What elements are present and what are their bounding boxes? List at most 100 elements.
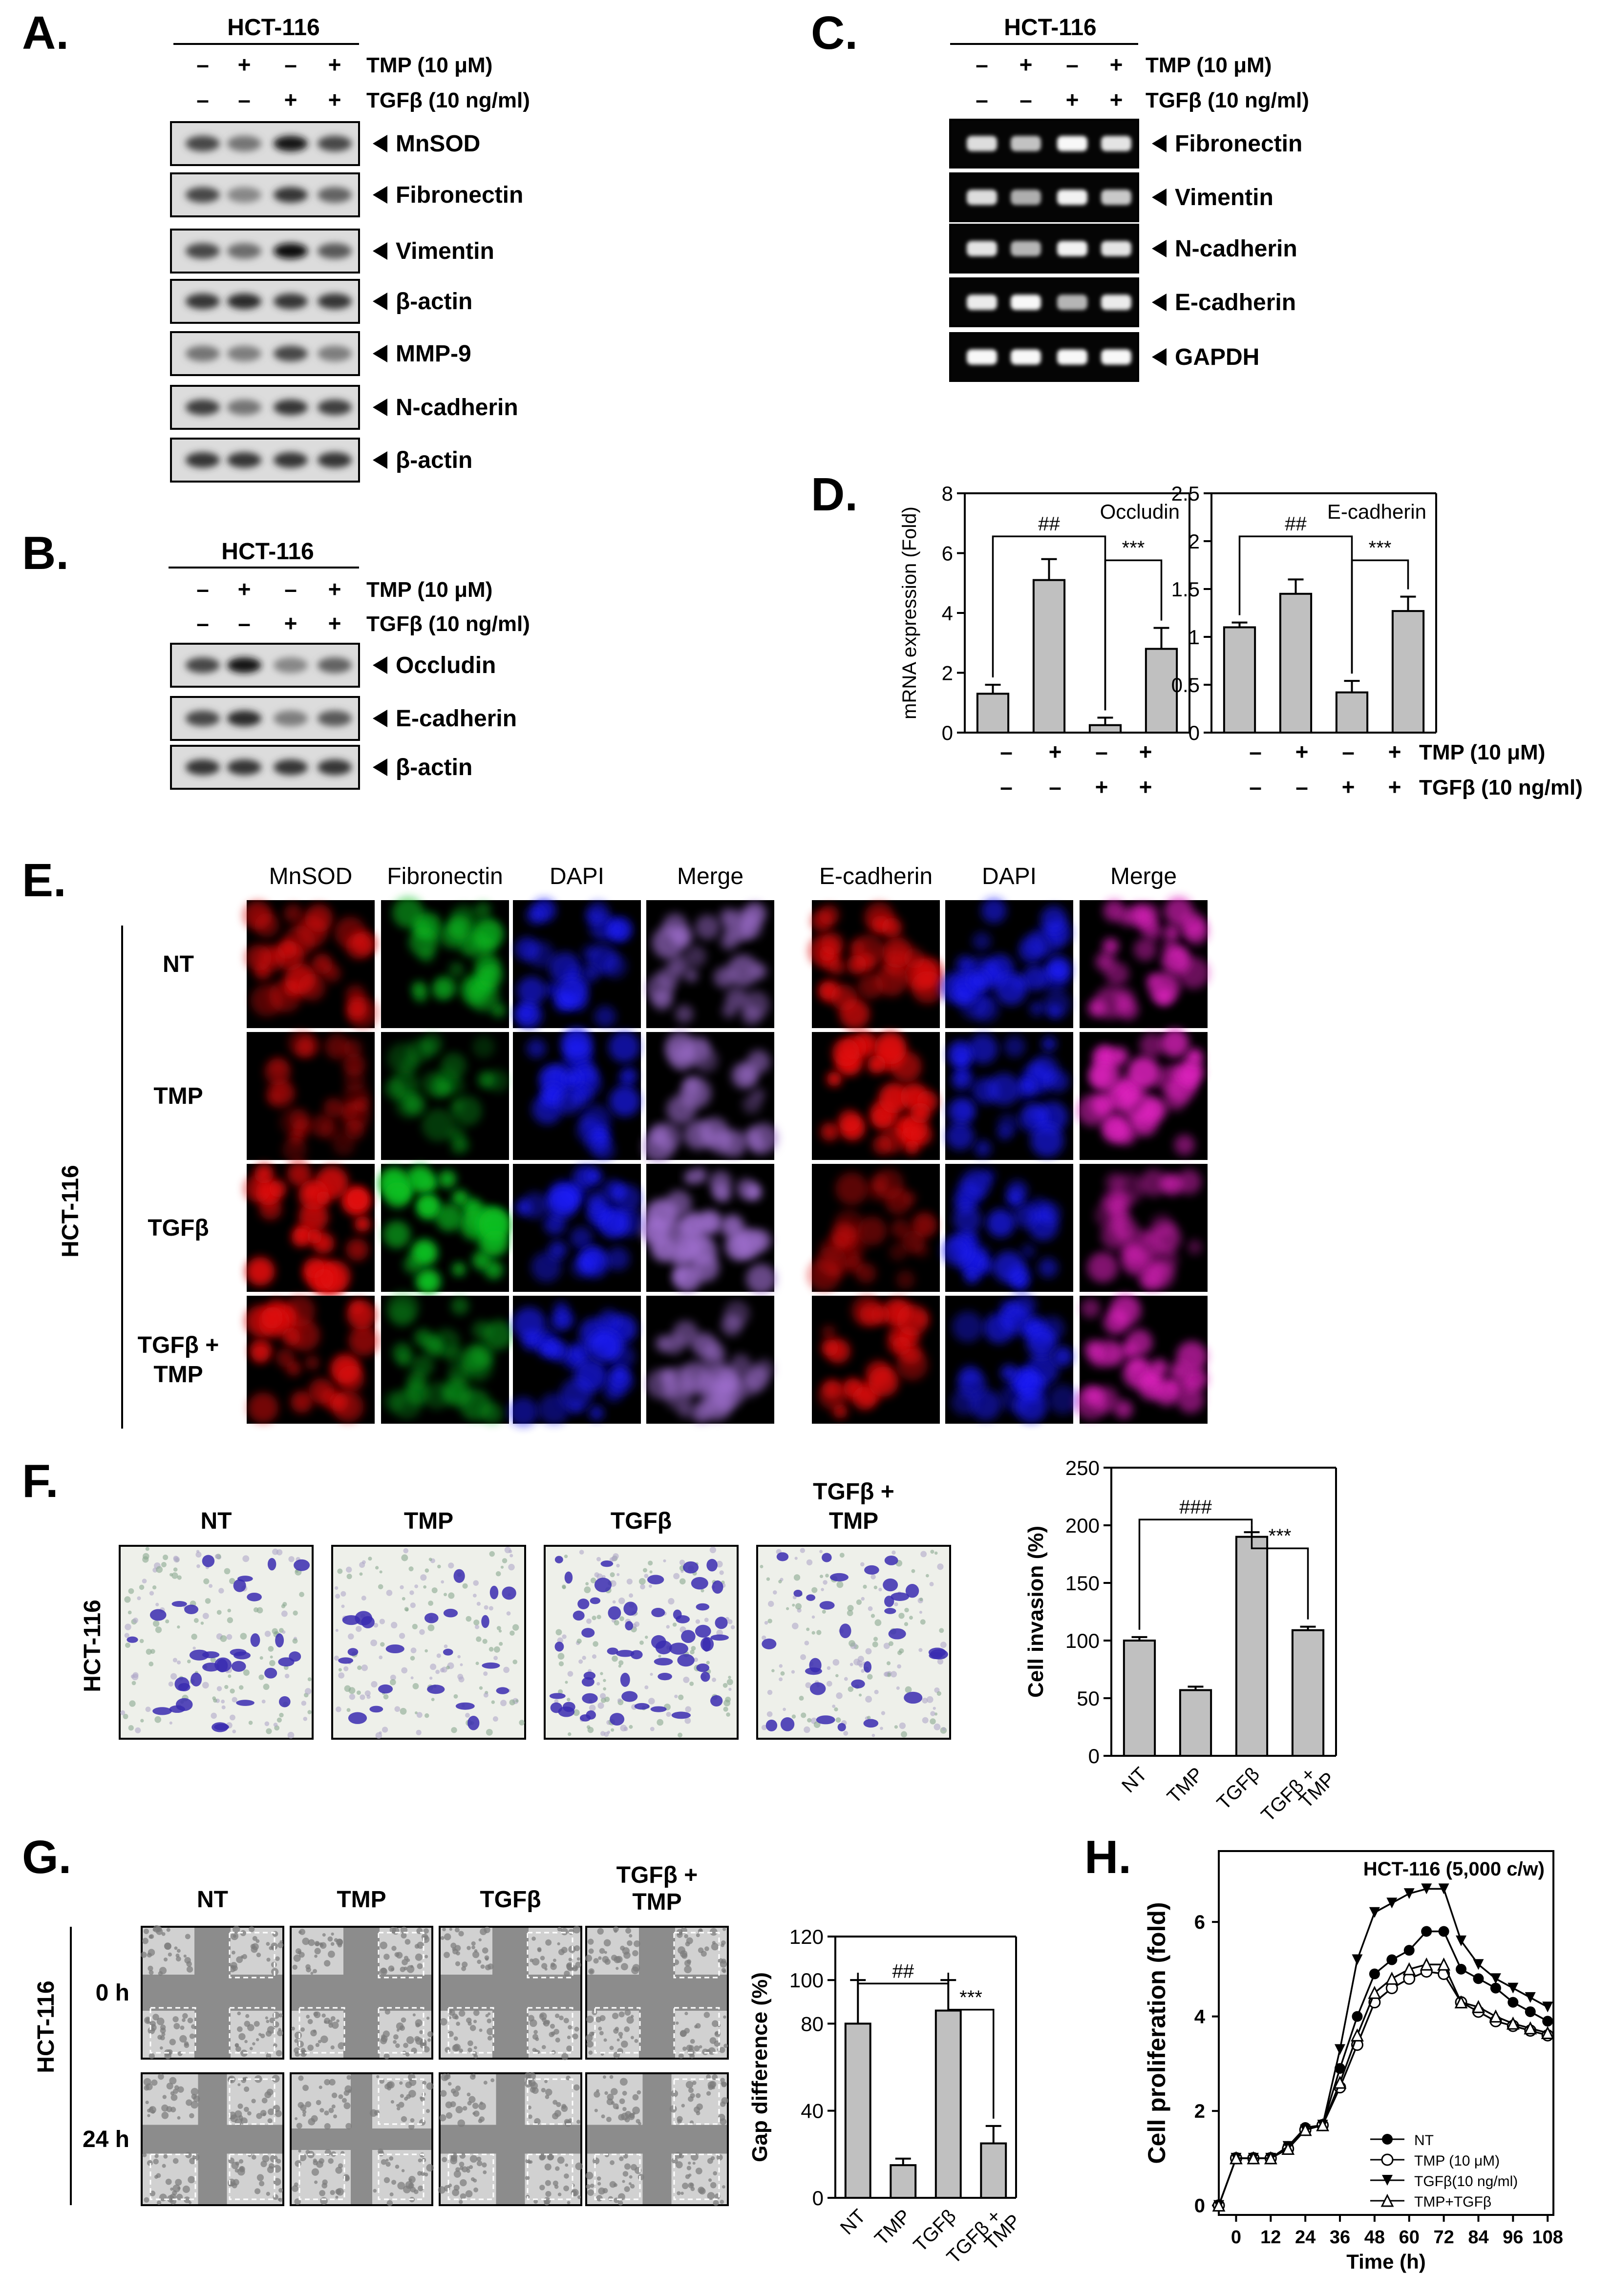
membrane-pore (773, 1590, 777, 1595)
cell-texture (415, 1953, 423, 1961)
cell-texture (577, 2195, 581, 2199)
data-point (1352, 2011, 1363, 2022)
cell-texture (478, 2102, 486, 2110)
cell-texture (474, 1949, 478, 1953)
cell-signal (346, 995, 367, 1017)
significance-label: *** (959, 1987, 982, 2008)
membrane-pore (496, 1626, 501, 1631)
membrane-pore (617, 1698, 622, 1703)
significance-label: *** (1369, 537, 1392, 559)
membrane-pore (597, 1702, 604, 1709)
membrane-pore (806, 1559, 813, 1566)
treatment-label: TGFβ (10 ng/ml) (1419, 776, 1583, 800)
dashed-box (149, 2153, 196, 2200)
cell-signal (406, 1370, 427, 1391)
cell-texture (149, 2053, 155, 2059)
invaded-cell (695, 1624, 711, 1638)
treatment-sign: – (1249, 774, 1262, 800)
cell-texture (483, 2170, 487, 2174)
cell-texture (269, 2017, 276, 2023)
invaded-cell (762, 1638, 777, 1649)
cell-signal (1025, 1104, 1045, 1124)
data-point (1454, 1995, 1468, 2009)
membrane-pore (712, 1677, 717, 1682)
dashed-box (378, 2078, 424, 2125)
cell-signal (742, 1095, 762, 1114)
invaded-cell (594, 1578, 612, 1593)
cell-texture (629, 1934, 633, 1938)
membrane-pore (666, 1625, 670, 1629)
cell-texture (316, 2160, 323, 2168)
gel-band (1057, 349, 1087, 365)
membrane-pore (152, 1620, 160, 1627)
cell-texture (345, 2123, 352, 2129)
invaded-cell (247, 1593, 262, 1601)
membrane-pore (592, 1654, 597, 1659)
cell-texture (186, 1966, 193, 1973)
cell-signal (346, 1238, 369, 1261)
dashed-box (673, 2007, 720, 2054)
membrane-pore (674, 1694, 678, 1698)
cell-texture (568, 1958, 572, 1961)
cell-signal (1042, 1036, 1056, 1051)
cell-texture (314, 2011, 321, 2019)
membrane-pore (240, 1633, 247, 1640)
invaded-cell (706, 1559, 718, 1572)
x-tick-label: TGFβ (1213, 1763, 1264, 1814)
cell-signal (392, 897, 424, 928)
cell-texture (699, 2045, 702, 2049)
invaded-cell (712, 1580, 723, 1594)
cell-texture (158, 1971, 163, 1976)
cell-signal (252, 1346, 269, 1364)
membrane-pore (600, 1693, 606, 1699)
cell-texture (391, 2180, 397, 2185)
cell-texture (292, 1964, 297, 1970)
x-tick-label: 48 (1364, 2227, 1385, 2248)
cell-signal (556, 976, 588, 1009)
membrane-pore (173, 1567, 178, 1572)
cell-signal (569, 1341, 592, 1364)
cell-signal (951, 1073, 969, 1090)
membrane-pore (359, 1572, 363, 1576)
membrane-pore (835, 1717, 841, 1723)
cell-texture (564, 2119, 570, 2125)
bar (1391, 610, 1425, 734)
cell-texture (560, 1928, 568, 1936)
cell-texture (585, 1955, 593, 1962)
cell-texture (567, 2035, 571, 2040)
membrane-pore (826, 1681, 832, 1687)
cell-texture (295, 2051, 300, 2057)
cell-texture (589, 1969, 594, 1974)
cell-signal (1043, 990, 1071, 1018)
cell-signal (972, 931, 992, 951)
cell-signal (354, 1095, 370, 1113)
cell-texture (559, 2015, 564, 2021)
cell-texture (238, 2033, 246, 2041)
membrane-pore (232, 1729, 236, 1734)
cell-texture (149, 1970, 154, 1975)
membrane-pore (344, 1685, 351, 1692)
invaded-cell (700, 1671, 710, 1682)
membrane-pore (619, 1616, 624, 1622)
invaded-cell (202, 1555, 215, 1567)
gel-band (1057, 190, 1087, 205)
cell-texture (450, 1942, 457, 1949)
cell-signal (261, 1307, 283, 1329)
panel-e-cell-line: HCT-116 (58, 1165, 84, 1257)
cell-signal (452, 1262, 466, 1276)
cell-texture (163, 1957, 168, 1962)
cell-signal (1103, 938, 1119, 954)
invaded-cell (863, 1661, 872, 1673)
membrane-pore (380, 1642, 385, 1647)
cell-texture (545, 2191, 552, 2197)
y-tick-label: 200 (1065, 1514, 1100, 1537)
cell-texture (314, 1941, 320, 1946)
stain-column-label: Merge (677, 864, 743, 889)
x-tick-label: 60 (1399, 2227, 1420, 2248)
cell-texture (244, 2021, 251, 2027)
membrane-pore (795, 1603, 802, 1610)
membrane-pore (618, 1664, 622, 1668)
data-point (1230, 2151, 1243, 2165)
invaded-cell (651, 1607, 665, 1618)
stain-column-label: Fibronectin (387, 864, 503, 889)
